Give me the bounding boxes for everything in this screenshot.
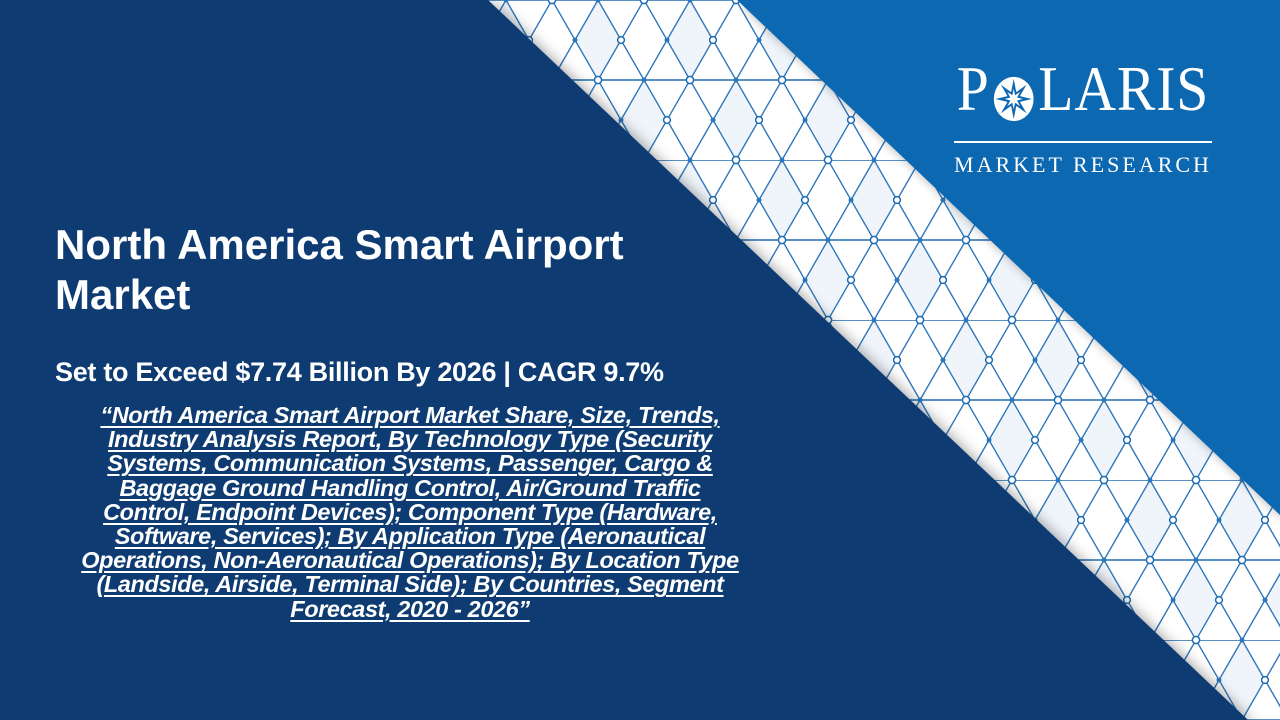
report-title-link[interactable]: “North America Smart Airport Market Shar… — [81, 402, 739, 622]
brand-wordmark: P LARIS — [957, 52, 1209, 139]
compass-star-icon — [992, 65, 1035, 139]
navy-diagonal-panel — [0, 0, 1248, 720]
brand-wordmark-suffix: LARIS — [1038, 53, 1210, 124]
brand-logo: P LARIS MARKET RESEARCH — [950, 52, 1216, 178]
brand-tagline: MARKET RESEARCH — [954, 152, 1212, 177]
brand-wordmark-prefix: P — [956, 53, 990, 124]
blue-corner-triangle — [737, 0, 1280, 515]
market-forecast-subtitle: Set to Exceed $7.74 Billion By 2026 | CA… — [55, 357, 664, 387]
page-title: North America Smart Airport Market — [55, 221, 624, 319]
brand-divider-line — [954, 141, 1212, 143]
